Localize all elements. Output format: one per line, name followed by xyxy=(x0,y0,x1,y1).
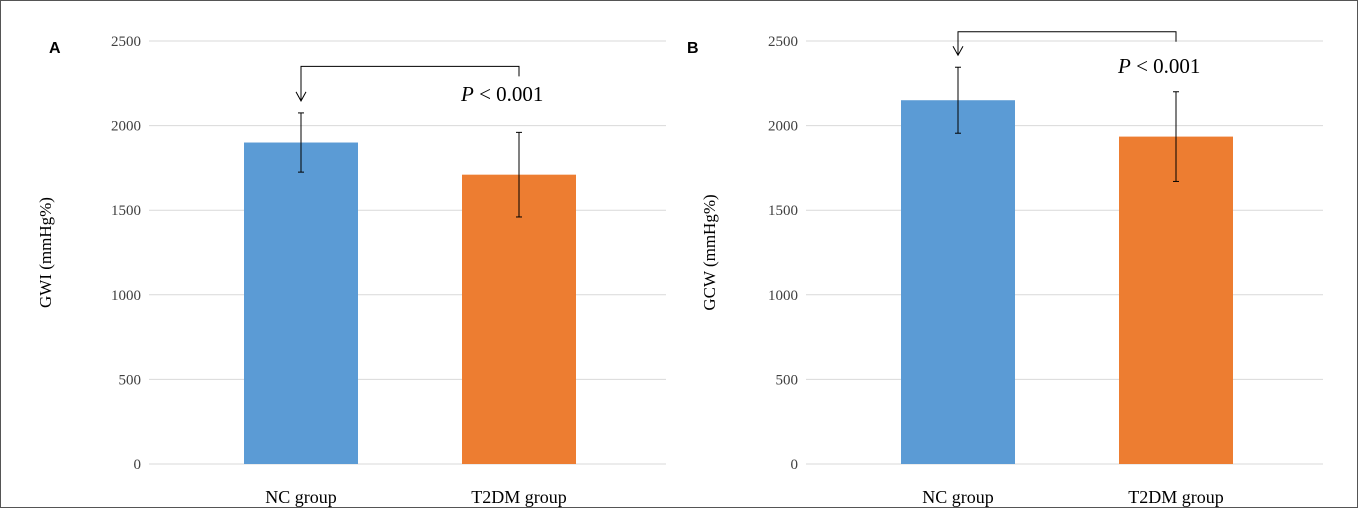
y-tick-label: 0 xyxy=(134,457,142,473)
bar xyxy=(901,100,1015,464)
p-value-text: < 0.001 xyxy=(474,82,544,106)
arrow-head xyxy=(952,45,964,57)
y-tick-label: 500 xyxy=(119,372,142,388)
p-value-annotation: P < 0.001 xyxy=(460,82,543,106)
bar xyxy=(244,142,358,464)
y-tick-label: 1500 xyxy=(768,203,798,219)
panel-label: A xyxy=(49,40,61,57)
y-tick-label: 2000 xyxy=(768,119,798,135)
y-tick-label: 0 xyxy=(791,457,799,473)
panel-b: B 0 500 1000 1500 2000 2500 GCW (mmHg%) NC group… xyxy=(687,31,1323,507)
y-axis-label: GWI (mmHg%) xyxy=(36,197,55,308)
y-axis-label: GCW (mmHg%) xyxy=(700,194,719,310)
y-tick-label: 2500 xyxy=(111,34,141,50)
bar xyxy=(462,174,576,464)
y-tick-label: 2500 xyxy=(768,34,798,50)
p-value-annotation: P < 0.001 xyxy=(1117,54,1200,78)
significance-bracket xyxy=(957,31,1177,56)
y-tick-label: 1000 xyxy=(768,288,798,304)
x-tick-label: NC group xyxy=(265,487,337,507)
x-tick-label: T2DM group xyxy=(471,487,567,507)
x-tick-label: T2DM group xyxy=(1128,487,1224,507)
y-tick-label: 1000 xyxy=(111,288,141,304)
y-tick-label: 1500 xyxy=(111,203,141,219)
y-tick-label: 2000 xyxy=(111,119,141,135)
panel-a: A 0 500 1000 1500 2000 2500 GWI (mmHg%) NC group… xyxy=(36,34,666,507)
panel-label: B xyxy=(687,40,699,57)
y-tick-label: 500 xyxy=(776,372,799,388)
p-value-text: < 0.001 xyxy=(1131,54,1201,78)
x-tick-label: NC group xyxy=(922,487,994,507)
significance-bracket xyxy=(300,65,520,101)
p-symbol: P xyxy=(1117,54,1131,78)
bar xyxy=(1119,136,1233,464)
arrow-head xyxy=(295,91,307,102)
p-symbol: P xyxy=(460,82,474,106)
